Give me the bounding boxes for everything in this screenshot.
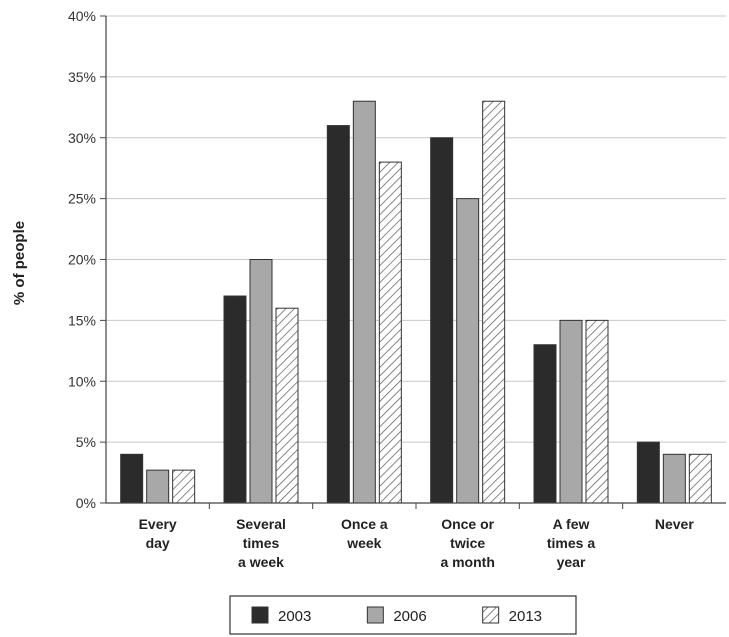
legend: 2003 2006 2013 [229, 595, 577, 635]
x-category-label: Once a [341, 516, 388, 532]
x-category-label: a month [440, 554, 494, 570]
bar-2003 [430, 137, 454, 504]
x-category-label: Several [236, 516, 286, 532]
y-tick-label: 15% [68, 312, 96, 328]
bar-2003 [533, 344, 557, 504]
legend-box [229, 595, 577, 635]
x-category-label: day [146, 535, 170, 551]
y-axis-title: % of people [11, 221, 28, 305]
y-tick-label: 20% [68, 252, 96, 268]
legend-swatch-2006 [366, 606, 384, 624]
bar-2013 [378, 161, 402, 504]
x-category-labels: Every day Several times a week Once a week Once… [139, 516, 695, 570]
legend-swatch-2013 [482, 606, 500, 624]
bar-2006 [662, 453, 686, 504]
bar-2006 [559, 319, 583, 504]
y-tick-label: 25% [68, 191, 96, 207]
x-category-label: Every [139, 516, 177, 532]
grid-lines [106, 15, 726, 443]
x-category-label: week [346, 535, 381, 551]
bar-2013 [482, 100, 506, 504]
legend-label-2013: 2013 [509, 608, 542, 625]
x-category-label: Never [655, 516, 694, 532]
bar-2003 [326, 125, 350, 504]
bar-2006 [456, 198, 480, 504]
x-category-label: A few [553, 516, 590, 532]
bar-2006 [249, 259, 273, 504]
x-category-label: twice [450, 535, 485, 551]
y-tick-label: 10% [68, 373, 96, 389]
bar-2013 [275, 307, 299, 504]
bar-2013 [688, 453, 712, 504]
x-category-label: times [243, 535, 280, 551]
y-tick-label: 0% [76, 495, 96, 511]
bar-2003 [223, 295, 247, 504]
axes [100, 15, 726, 509]
y-tick-labels: 0% 5% 10% 15% 20% 25% 30% 35% 40% [68, 8, 96, 511]
y-tick-label: 30% [68, 130, 96, 146]
y-tick-label: 5% [76, 434, 96, 450]
bar-2013 [172, 469, 196, 504]
bar-2003 [636, 441, 660, 504]
bar-2006 [352, 100, 376, 504]
bar-2003 [120, 453, 144, 504]
bar-2006 [146, 469, 170, 504]
bar-2013 [585, 319, 609, 504]
legend-swatch-2003 [251, 606, 269, 624]
x-category-label: a week [238, 554, 284, 570]
x-category-label: Once or [441, 516, 494, 532]
y-tick-label: 35% [68, 69, 96, 85]
y-tick-label: 40% [68, 8, 96, 24]
legend-label-2003: 2003 [278, 608, 311, 625]
bars-layer [120, 100, 712, 504]
x-category-label: year [557, 554, 586, 570]
legend-label-2006: 2006 [393, 608, 426, 625]
x-category-label: times a [547, 535, 595, 551]
